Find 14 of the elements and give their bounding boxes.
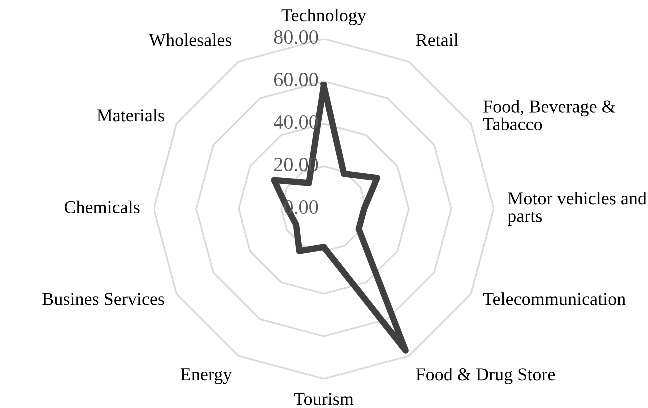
spoke-label: Materials [97,109,164,122]
y-tick-label: 80.00 [274,30,318,44]
spoke-label: Motor vehicles and parts [508,192,647,226]
spoke-label: Retail [416,34,459,46]
spoke-label: Chemicals [64,200,140,214]
spoke-label: Food, Beverage & Tabacco [483,100,616,131]
spoke-label: Food & Drug Store [416,368,556,384]
spoke-label: Technology [282,8,366,26]
spoke-label: Busines Services [42,293,164,306]
spoke-label: Energy [180,368,232,384]
y-tick-label: 60.00 [274,72,318,87]
spoke-label: Tourism [294,393,354,406]
spoke-label: Telecommunication [483,292,626,306]
spoke-label: Wholesales [148,34,232,46]
